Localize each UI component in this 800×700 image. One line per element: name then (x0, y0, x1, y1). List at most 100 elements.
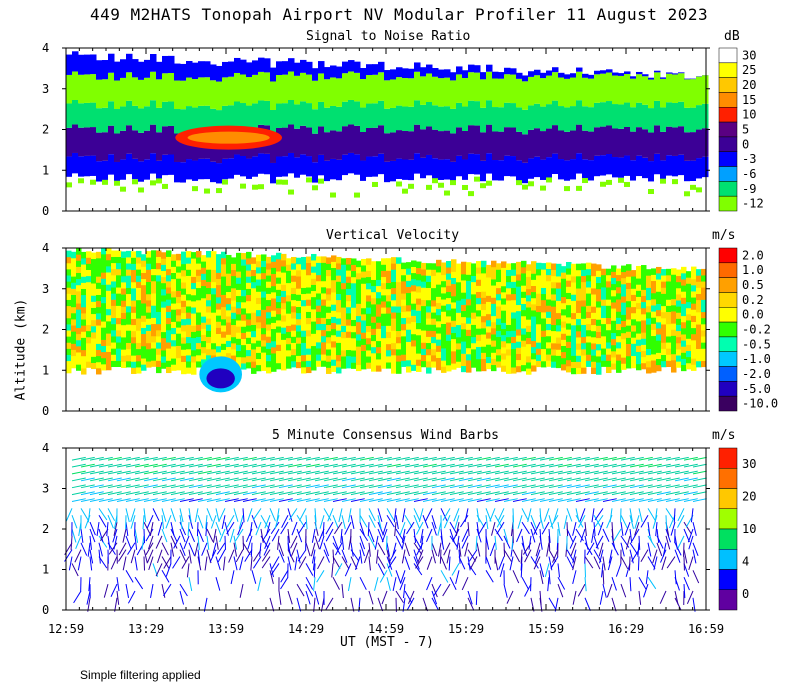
wind-barb (629, 577, 632, 592)
vvel-cell (286, 301, 292, 308)
vvel-cell (121, 306, 127, 313)
wind-barb (152, 498, 167, 502)
wind-barb (543, 508, 550, 522)
wind-barb (107, 498, 122, 502)
wind-barb (270, 563, 280, 576)
wind-barb (332, 470, 347, 475)
vvel-cell (301, 348, 307, 356)
snr-cell (480, 181, 487, 214)
wind-barb (233, 498, 248, 502)
vvel-cell (401, 354, 407, 361)
vvel-cell (186, 251, 192, 258)
colorbar-label: 5 (742, 123, 749, 137)
vvel-cell (486, 326, 492, 333)
vvel-cell (581, 275, 587, 283)
vvel-cell (431, 342, 437, 350)
snr-cell (288, 100, 295, 125)
vvel-cell (191, 282, 197, 290)
vvel-cell (641, 283, 647, 290)
snr-cell (546, 177, 552, 183)
vvel-cell (131, 330, 137, 338)
vvel-cell (441, 341, 447, 349)
vvel-cell (111, 305, 117, 312)
snr-cell (462, 159, 469, 180)
wind-barb (557, 484, 572, 489)
vvel-cell (686, 356, 692, 364)
vvel-cell (266, 354, 272, 362)
vvel-cell (171, 254, 177, 261)
snr-cell (132, 158, 139, 180)
snr-cell (288, 71, 295, 101)
vvel-cell (336, 330, 342, 337)
vvel-cell (161, 307, 167, 314)
vvel-cell (496, 275, 502, 283)
vvel-cell (601, 329, 607, 337)
vvel-cell (171, 260, 177, 267)
vvel-cell (491, 352, 497, 359)
wind-barb (278, 590, 282, 605)
vvel-cell (81, 337, 87, 344)
vvel-cell (71, 264, 77, 271)
vvel-cell (421, 293, 427, 300)
wind-barb (547, 577, 550, 592)
vvel-cell (541, 269, 547, 276)
snr-cell (108, 53, 115, 73)
vvel-cell (96, 276, 102, 283)
vvel-cell (271, 346, 277, 354)
vvel-cell (606, 268, 612, 276)
wind-barb (161, 498, 176, 502)
vvel-cell (636, 333, 642, 340)
wind-barb (107, 484, 122, 489)
wind-barb (125, 491, 140, 496)
wind-barb (269, 498, 284, 502)
vvel-cell (646, 299, 652, 307)
vvel-cell (571, 343, 577, 350)
vvel-cell (526, 343, 532, 351)
vvel-cell (406, 323, 412, 330)
wind-barb (611, 522, 614, 537)
wind-barb (70, 535, 73, 550)
vvel-cell (621, 338, 627, 346)
wind-barb (662, 542, 667, 557)
snr-cell (612, 128, 619, 158)
snr-cell (576, 100, 583, 125)
wind-barb (656, 470, 671, 475)
snr-cell (192, 62, 199, 80)
vvel-cell (566, 304, 572, 312)
wind-barb (179, 456, 194, 461)
wind-barb (431, 470, 446, 475)
vvel-cell (401, 287, 407, 294)
y-tick-label: 1 (42, 563, 49, 577)
vvel-cell (111, 287, 117, 294)
wind-barb (247, 508, 253, 522)
vvel-cell (526, 355, 532, 363)
vvel-cell (531, 297, 537, 305)
vvel-cell (641, 271, 647, 278)
snr-cell (216, 81, 223, 111)
vvel-cell (186, 312, 192, 319)
vvel-cell (556, 312, 562, 320)
vvel-cell (506, 263, 512, 270)
vvel-cell (151, 262, 157, 270)
snr-cell (138, 79, 145, 109)
vvel-cell (361, 313, 367, 321)
vvel-cell (356, 297, 362, 304)
vvel-cell (236, 313, 242, 321)
vvel-cell (106, 357, 112, 365)
vvel-cell (481, 309, 487, 317)
wind-barb (422, 477, 437, 482)
vvel-cell (396, 342, 402, 350)
vvel-cell (196, 306, 202, 313)
wind-barb (314, 463, 329, 468)
vvel-cell (506, 281, 512, 289)
snr-cell (606, 125, 613, 154)
wind-barb (377, 597, 384, 612)
wind-barb (638, 508, 643, 523)
y-tick-label: 4 (42, 241, 49, 255)
wind-barb (125, 522, 129, 537)
vvel-cell (691, 278, 697, 286)
wind-barb (638, 470, 653, 475)
vvel-cell (571, 349, 577, 356)
vvel-cell (71, 276, 77, 283)
wind-barb (233, 491, 248, 496)
